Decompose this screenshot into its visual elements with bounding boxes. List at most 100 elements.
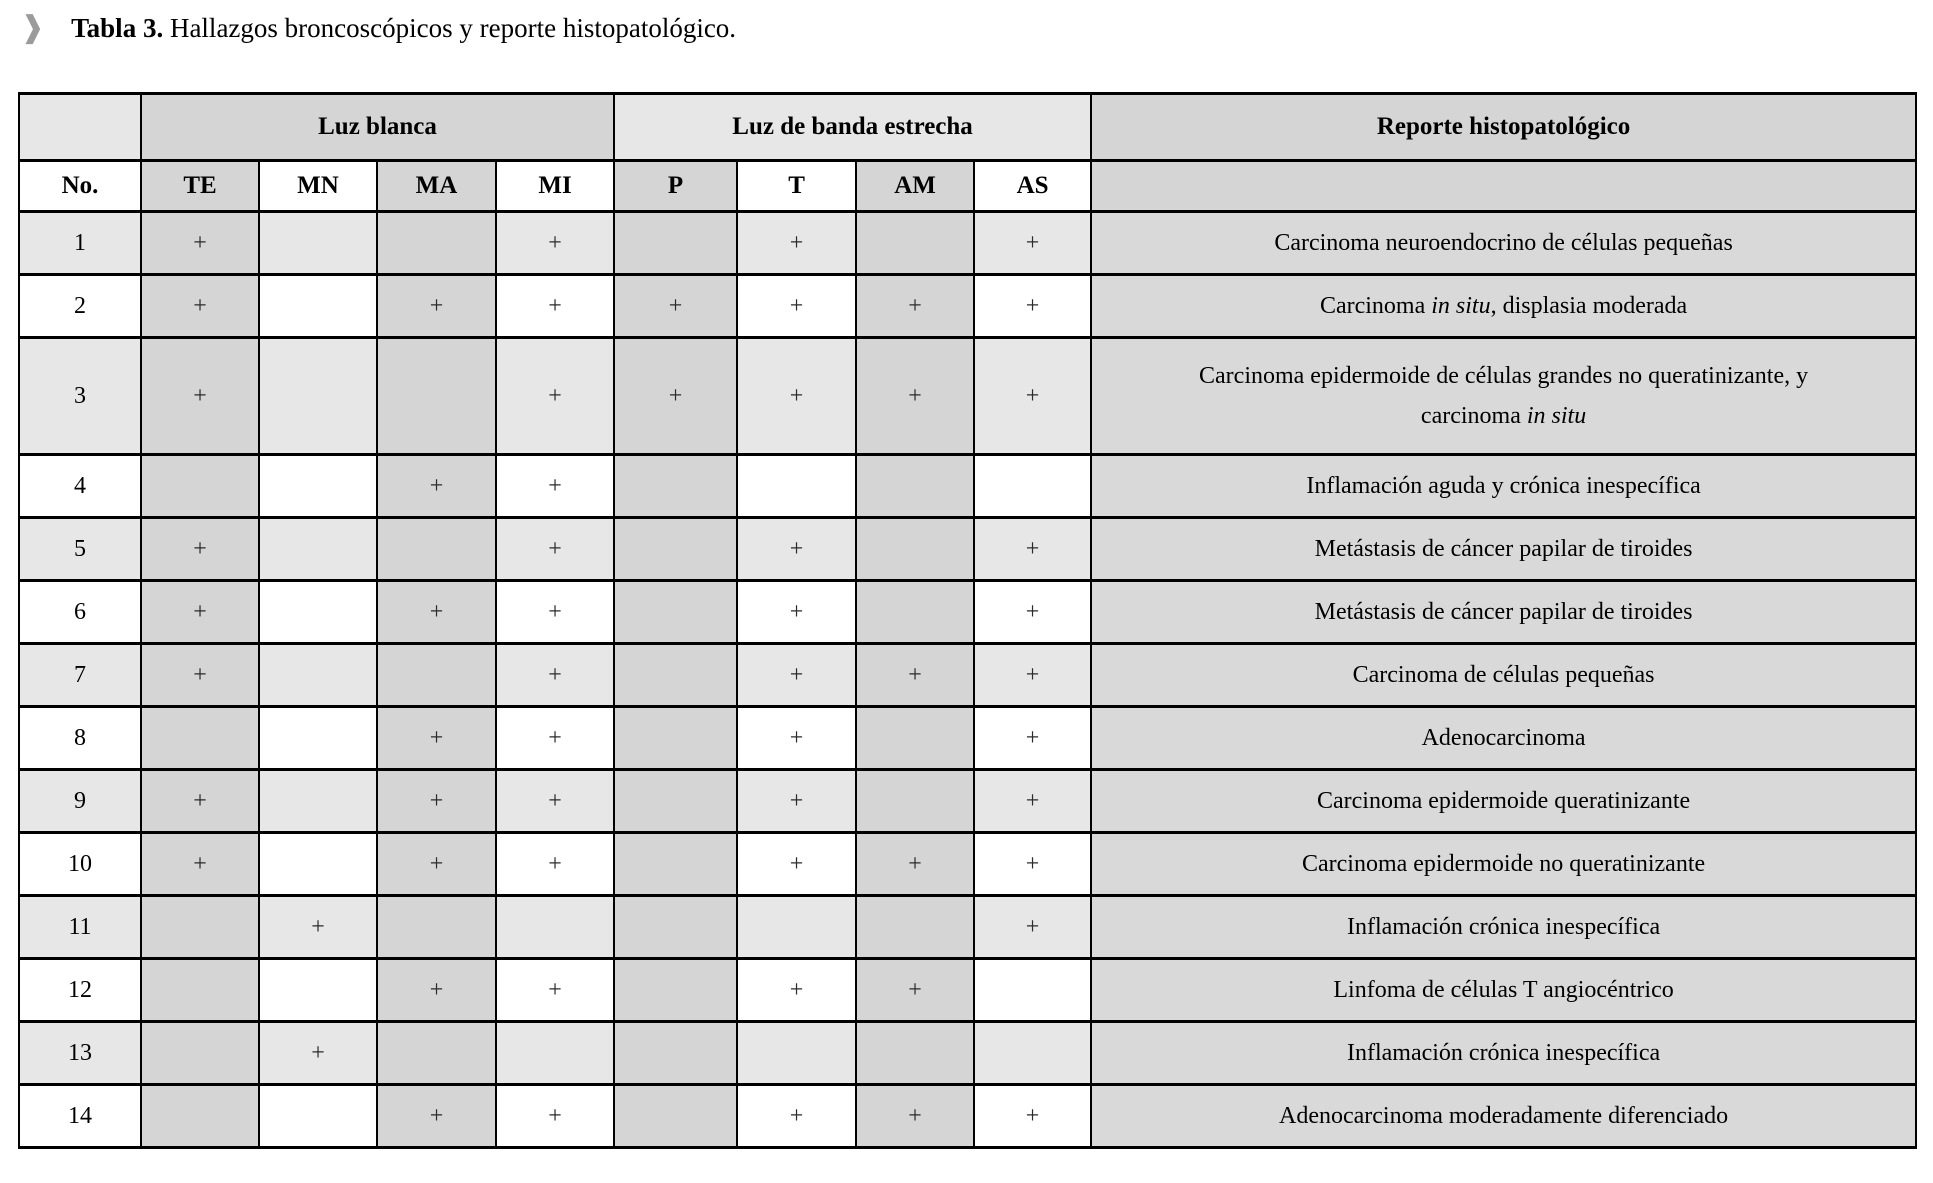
finding-mark: + bbox=[376, 768, 497, 834]
finding-mark: + bbox=[736, 1083, 858, 1149]
finding-mark bbox=[973, 1020, 1093, 1086]
case-number: 7 bbox=[18, 642, 142, 708]
finding-mark bbox=[376, 894, 497, 960]
finding-mark: + bbox=[973, 210, 1093, 276]
finding-mark bbox=[258, 768, 378, 834]
case-number: 8 bbox=[18, 705, 142, 771]
finding-mark bbox=[258, 273, 378, 339]
column-header-p: P bbox=[613, 159, 739, 213]
chevron-ornament-icon: ❱ bbox=[20, 10, 46, 45]
finding-mark: + bbox=[494, 768, 616, 834]
finding-mark bbox=[613, 1083, 739, 1149]
finding-mark bbox=[613, 768, 739, 834]
finding-mark: + bbox=[140, 831, 260, 897]
case-number: 11 bbox=[18, 894, 142, 960]
finding-mark: + bbox=[736, 336, 858, 456]
finding-mark: + bbox=[140, 210, 260, 276]
finding-mark bbox=[258, 957, 378, 1023]
findings-table: Luz blanca Luz de banda estrecha Reporte… bbox=[18, 92, 1918, 1149]
finding-mark: + bbox=[376, 957, 497, 1023]
finding-mark: + bbox=[973, 831, 1093, 897]
table-row: 6 + + + + + Metástasis de cáncer papilar… bbox=[18, 579, 1918, 645]
table-row: 2 + + + + + + + Carcinoma in situ, displ… bbox=[18, 273, 1918, 339]
finding-mark: + bbox=[736, 516, 858, 582]
finding-mark: + bbox=[973, 642, 1093, 708]
finding-mark: + bbox=[973, 705, 1093, 771]
table-row: 10 + + + + + + Carcinoma epidermoide no … bbox=[18, 831, 1918, 897]
finding-mark: + bbox=[973, 894, 1093, 960]
finding-mark: + bbox=[973, 336, 1093, 456]
table-caption: ❱ Tabla 3. Hallazgos broncoscópicos y re… bbox=[0, 0, 1933, 46]
finding-mark bbox=[258, 210, 378, 276]
histopathology-report: Carcinoma epidermoide queratinizante bbox=[1090, 768, 1918, 834]
finding-mark bbox=[258, 516, 378, 582]
table-row: 7 + + + + + Carcinoma de células pequeña… bbox=[18, 642, 1918, 708]
finding-mark: + bbox=[140, 273, 260, 339]
finding-mark: + bbox=[736, 273, 858, 339]
finding-mark bbox=[855, 768, 976, 834]
histopathology-report: Adenocarcinoma bbox=[1090, 705, 1918, 771]
finding-mark: + bbox=[140, 336, 260, 456]
finding-mark: + bbox=[736, 210, 858, 276]
histopathology-report: Metástasis de cáncer papilar de tiroides bbox=[1090, 516, 1918, 582]
table-row: 1 + + + + Carcinoma neuroendocrino de cé… bbox=[18, 210, 1918, 276]
finding-mark: + bbox=[494, 336, 616, 456]
finding-mark: + bbox=[140, 642, 260, 708]
finding-mark bbox=[613, 579, 739, 645]
finding-mark bbox=[613, 210, 739, 276]
finding-mark bbox=[855, 516, 976, 582]
table-row: 8 + + + + Adenocarcinoma bbox=[18, 705, 1918, 771]
finding-mark: + bbox=[855, 831, 976, 897]
histopathology-report: Inflamación crónica inespecífica bbox=[1090, 894, 1918, 960]
finding-mark bbox=[140, 705, 260, 771]
finding-mark: + bbox=[494, 516, 616, 582]
finding-mark bbox=[613, 831, 739, 897]
finding-mark bbox=[613, 516, 739, 582]
finding-mark: + bbox=[494, 957, 616, 1023]
finding-mark bbox=[258, 831, 378, 897]
finding-mark: + bbox=[140, 579, 260, 645]
table-footnote: TE: tumor endobronquial; MN: mucosa norm… bbox=[18, 1179, 1918, 1183]
finding-mark: + bbox=[613, 336, 739, 456]
finding-mark bbox=[855, 453, 976, 519]
finding-mark bbox=[258, 453, 378, 519]
table-row: 12 + + + + Linfoma de células T angiocén… bbox=[18, 957, 1918, 1023]
case-number: 4 bbox=[18, 453, 142, 519]
column-header-mn: MN bbox=[258, 159, 378, 213]
finding-mark bbox=[258, 642, 378, 708]
finding-mark: + bbox=[855, 1083, 976, 1149]
finding-mark: + bbox=[376, 705, 497, 771]
finding-mark bbox=[736, 894, 858, 960]
histopathology-report: Carcinoma de células pequeñas bbox=[1090, 642, 1918, 708]
table-row: 9 + + + + + Carcinoma epidermoide querat… bbox=[18, 768, 1918, 834]
finding-mark: + bbox=[613, 273, 739, 339]
finding-mark: + bbox=[140, 768, 260, 834]
finding-mark: + bbox=[736, 705, 858, 771]
finding-mark bbox=[376, 336, 497, 456]
finding-mark bbox=[613, 957, 739, 1023]
finding-mark bbox=[140, 894, 260, 960]
histopathology-report: Metástasis de cáncer papilar de tiroides bbox=[1090, 579, 1918, 645]
group-header-reporte: Reporte histopatológico bbox=[1090, 92, 1918, 162]
column-header-no: No. bbox=[18, 159, 142, 213]
finding-mark: + bbox=[494, 273, 616, 339]
finding-mark: + bbox=[494, 210, 616, 276]
table-row: 11 + + Inflamación crónica inespecífica bbox=[18, 894, 1918, 960]
finding-mark bbox=[376, 1020, 497, 1086]
finding-mark bbox=[855, 894, 976, 960]
finding-mark: + bbox=[973, 768, 1093, 834]
column-header-ma: MA bbox=[376, 159, 497, 213]
column-header-t: T bbox=[736, 159, 858, 213]
finding-mark bbox=[494, 1020, 616, 1086]
finding-mark: + bbox=[736, 831, 858, 897]
histopathology-report: Linfoma de células T angiocéntrico bbox=[1090, 957, 1918, 1023]
finding-mark: + bbox=[973, 273, 1093, 339]
column-header-mi: MI bbox=[494, 159, 616, 213]
histopathology-report: Carcinoma in situ, displasia moderada bbox=[1090, 273, 1918, 339]
finding-mark: + bbox=[855, 273, 976, 339]
finding-mark: + bbox=[376, 831, 497, 897]
column-header-reporte-empty bbox=[1090, 159, 1918, 213]
finding-mark: + bbox=[494, 705, 616, 771]
finding-mark bbox=[855, 579, 976, 645]
finding-mark bbox=[258, 336, 378, 456]
